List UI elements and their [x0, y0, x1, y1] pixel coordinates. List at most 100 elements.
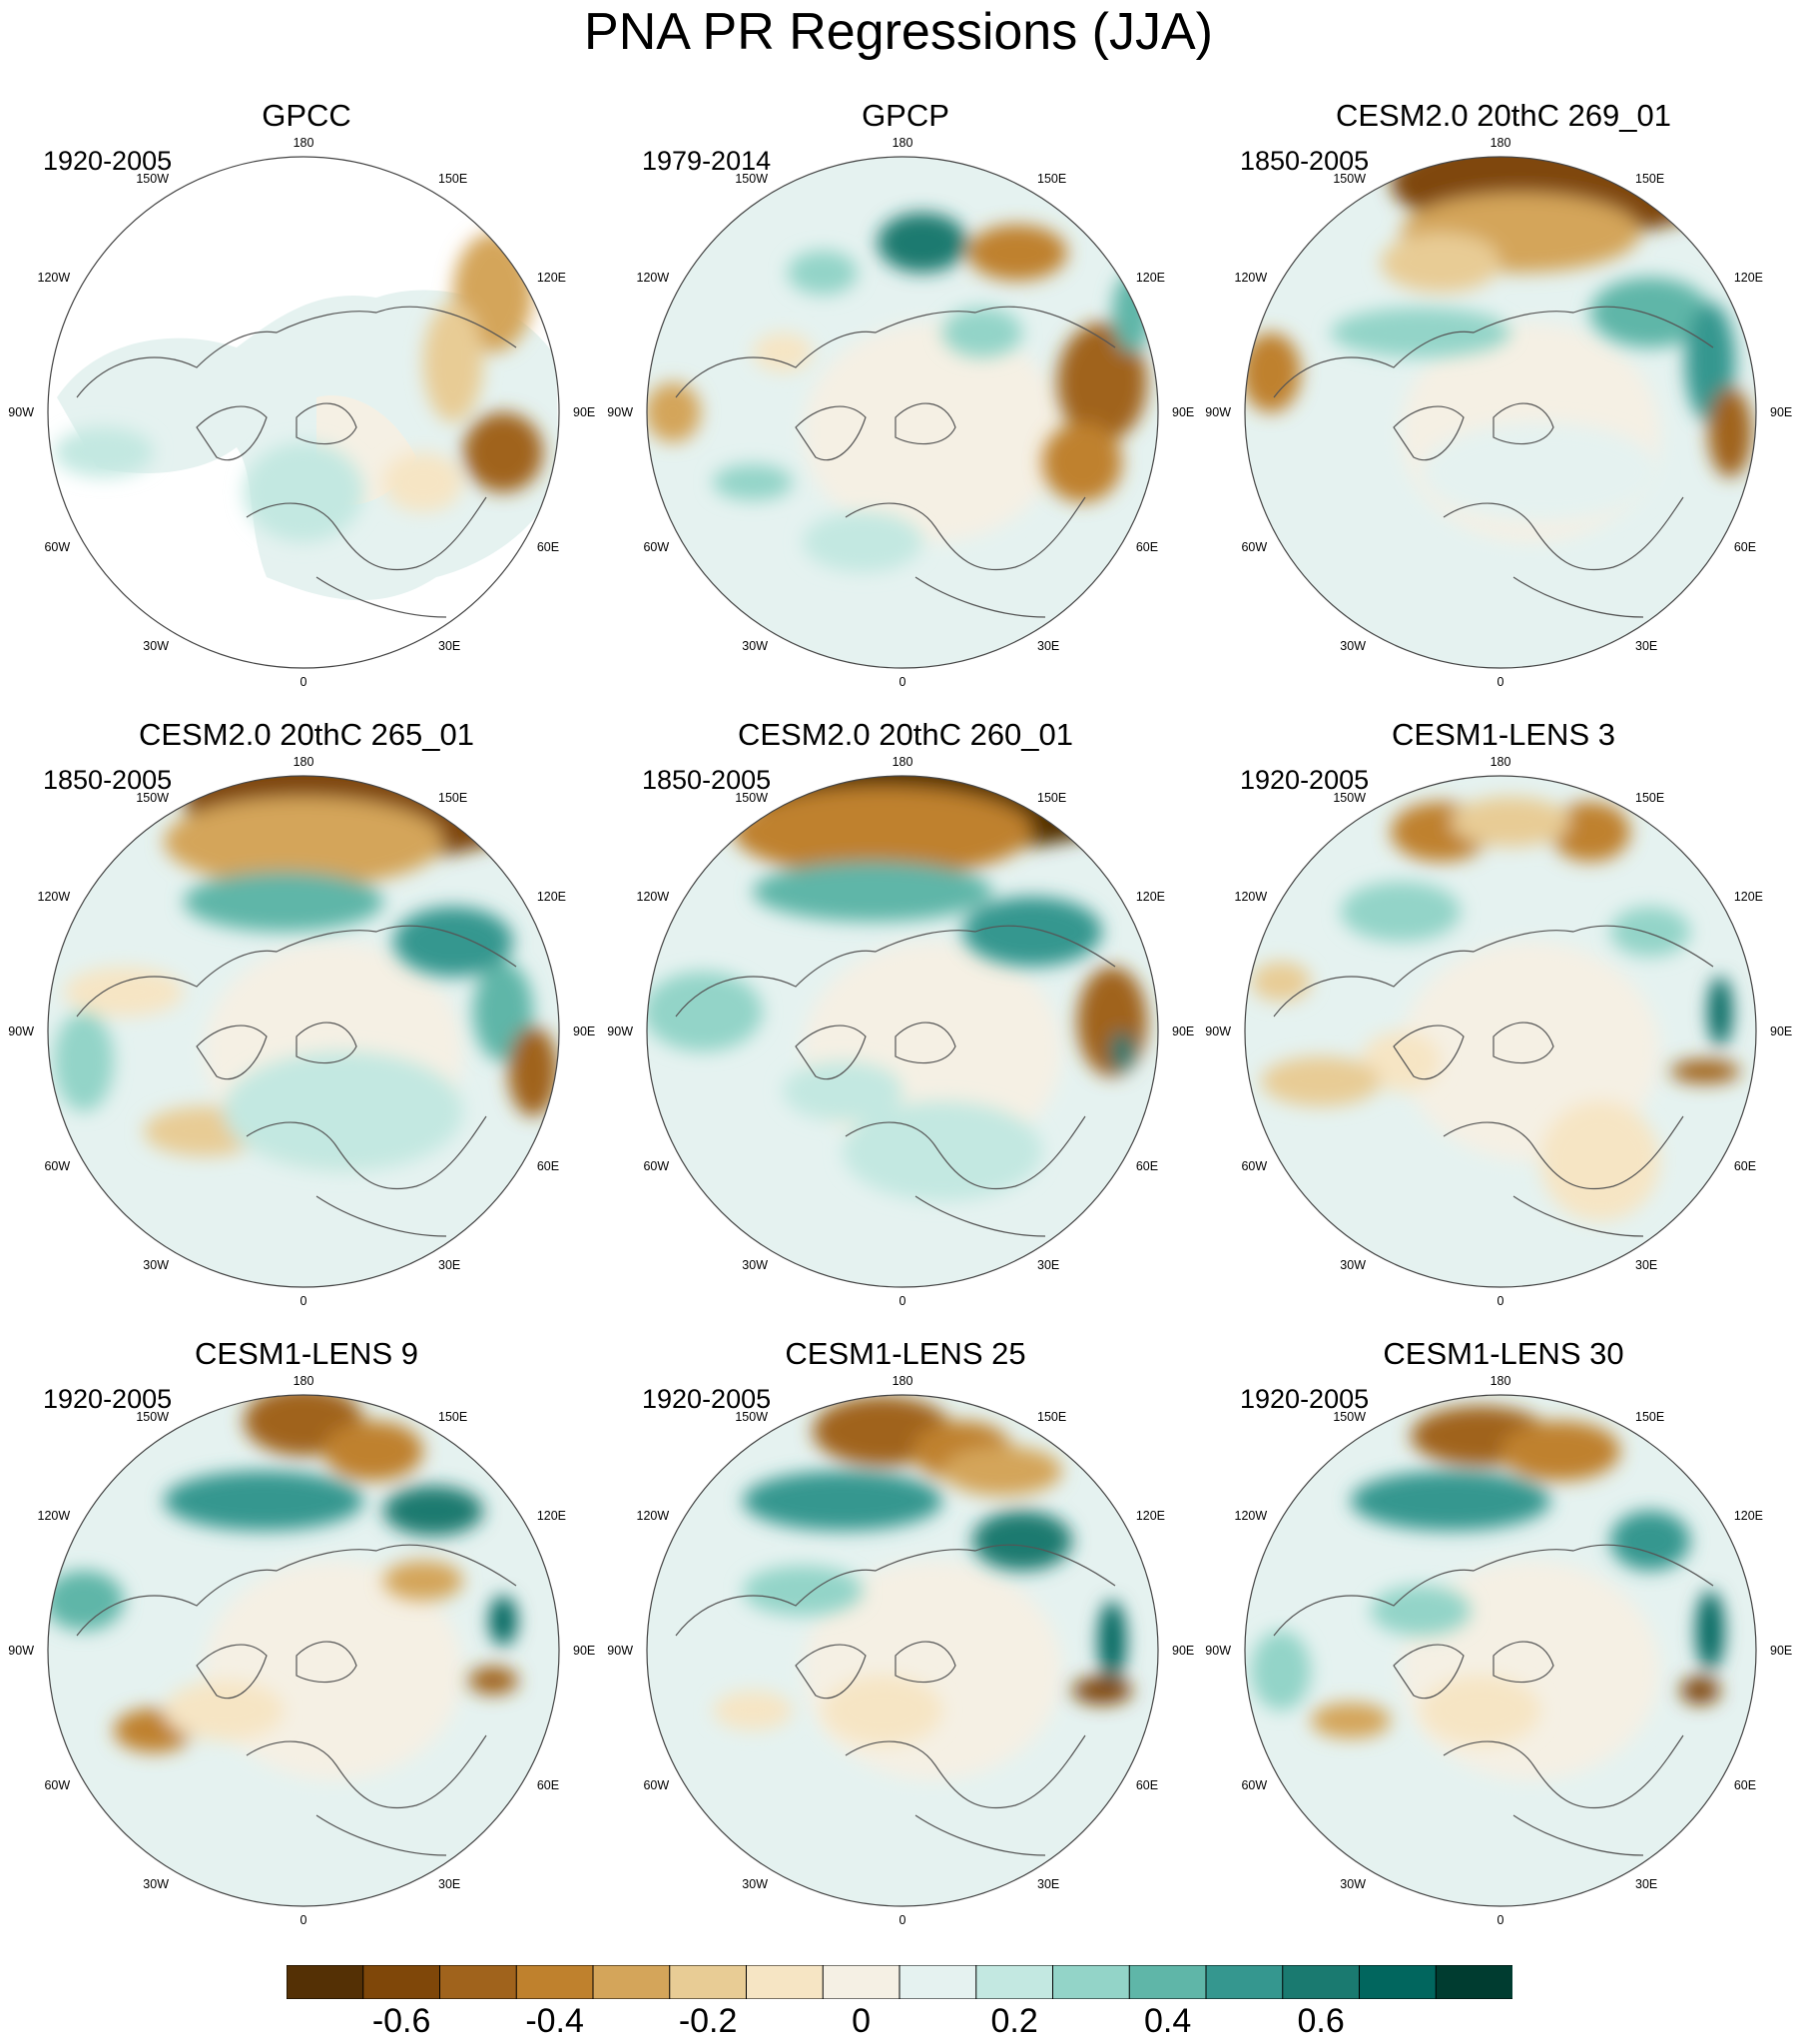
longitude-label: 180	[294, 1374, 314, 1388]
longitude-label: 60W	[1241, 540, 1267, 554]
longitude-label: 90E	[1172, 405, 1194, 419]
longitude-label: 30E	[1635, 1258, 1657, 1272]
longitude-label: 30E	[438, 1877, 460, 1891]
anomaly-region	[1381, 233, 1500, 293]
longitude-label: 120E	[1136, 271, 1165, 285]
map-boundary	[47, 156, 560, 669]
anomaly-region	[1245, 333, 1301, 412]
anomaly-region	[383, 1486, 483, 1536]
longitude-label: 90E	[573, 1024, 595, 1038]
polar-map: 180 150E 120E 90E 60E 30E 0 30W 60W 90W 120W 150W	[8, 755, 595, 1308]
anomaly-field	[54, 776, 558, 1171]
longitude-label: 150W	[1333, 172, 1366, 186]
longitude-label: 120E	[537, 890, 566, 904]
longitude-label: 60W	[1241, 1778, 1267, 1792]
longitude-label: 180	[294, 136, 314, 150]
colorbar-swatch	[1128, 1965, 1207, 1999]
longitude-label: 60E	[537, 540, 559, 554]
longitude-label: 30W	[143, 639, 169, 653]
map-boundary	[646, 156, 1159, 669]
coastlines	[675, 1544, 1116, 1856]
longitude-label: 90W	[1205, 1644, 1231, 1658]
polar-map: 180 150E 120E 90E 60E 30E 0 30W 60W 90W 120W 150W	[1205, 136, 1792, 689]
colorbar-swatch	[439, 1965, 518, 1999]
longitude-label: 150W	[1333, 1410, 1366, 1424]
anomaly-field	[647, 776, 1152, 1201]
coastlines	[675, 306, 1116, 618]
panel-year-range: 1850-2005	[43, 765, 173, 795]
panel-title: CESM2.0 20thC 260_01	[737, 717, 1074, 752]
panel-year-range: 1920-2005	[43, 1384, 173, 1414]
longitude-label: 30W	[742, 639, 768, 653]
anomaly-region	[803, 512, 922, 572]
colorbar-swatch	[1282, 1965, 1361, 1999]
longitude-label: 150W	[1333, 791, 1366, 805]
map-panel: GPCC 1920-2005 180 150E 120E 90E 60E 30E 0 30W 60W…	[8, 98, 596, 697]
polar-map: 180 150E 120E 90E 60E 30E 0 30W 60W 90W 120W 150W	[8, 1374, 595, 1927]
anomaly-region	[508, 1026, 558, 1116]
anomaly-region	[1540, 1101, 1660, 1221]
anomaly-region	[383, 452, 463, 512]
anomaly-region	[942, 1446, 1062, 1496]
panel-year-range: 1920-2005	[1240, 1384, 1370, 1414]
colorbar-labels: -0.6 -0.4 -0.2 0 0.2 0.4 0.6	[0, 2001, 1797, 2041]
colorbar-swatch	[515, 1965, 594, 1999]
polar-map: 180 150E 120E 90E 60E 30E 0 30W 60W 90W 120W 150W	[8, 136, 595, 689]
anomaly-region	[1708, 977, 1732, 1046]
longitude-label: 0	[899, 1913, 906, 1927]
polar-map: 180 150E 120E 90E 60E 30E 0 30W 60W 90W 120W 150W	[1205, 1374, 1792, 1927]
anomaly-region	[468, 1667, 518, 1695]
map-boundary	[1244, 775, 1757, 1288]
longitude-label: 60E	[537, 1778, 559, 1792]
colorbar-tick-label: 0.6	[1297, 2002, 1345, 2040]
longitude-label: 180	[1491, 1374, 1511, 1388]
longitude-label: 0	[1498, 675, 1504, 689]
longitude-label: 90E	[1770, 1644, 1792, 1658]
longitude-label: 150W	[136, 791, 169, 805]
longitude-label: 120W	[637, 890, 670, 904]
longitude-label: 0	[300, 1913, 307, 1927]
longitude-label: 0	[899, 1294, 906, 1308]
longitude-label: 30W	[742, 1877, 768, 1891]
longitude-label: 90E	[1770, 1024, 1792, 1038]
colorbar-swatch	[746, 1965, 825, 1999]
map-panel: CESM1-LENS 9 1920-2005 180 150E 120E 90E 60E 30…	[8, 1336, 596, 1935]
longitude-label: 120E	[537, 1509, 566, 1523]
panel-year-range: 1920-2005	[43, 146, 173, 176]
longitude-label: 0	[300, 675, 307, 689]
longitude-label: 150E	[438, 172, 467, 186]
longitude-label: 120W	[1235, 271, 1268, 285]
polar-map: 180 150E 120E 90E 60E 30E 0 30W 60W 90W 120W 150W	[607, 755, 1194, 1308]
colorbar-swatch	[362, 1965, 441, 1999]
panel-title: GPCC	[262, 98, 351, 133]
panel-title: CESM1-LENS 9	[195, 1336, 418, 1371]
panel-year-range: 1920-2005	[642, 1384, 772, 1414]
longitude-label: 30E	[1037, 1877, 1059, 1891]
anomaly-region	[1351, 1471, 1550, 1531]
anomaly-region	[244, 442, 363, 542]
anomaly-region	[967, 225, 1067, 281]
longitude-label: 150E	[1037, 791, 1066, 805]
longitude-label: 150W	[735, 1410, 768, 1424]
coastlines	[675, 925, 1116, 1237]
panel-year-range: 1979-2014	[642, 146, 772, 176]
longitude-label: 90E	[573, 405, 595, 419]
longitude-label: 60E	[1136, 540, 1158, 554]
longitude-label: 0	[899, 675, 906, 689]
longitude-label: 120E	[1136, 1509, 1165, 1523]
longitude-label: 60E	[1734, 1778, 1756, 1792]
anomaly-region	[423, 303, 483, 422]
anomaly-region	[1072, 1677, 1132, 1704]
anomaly-region	[713, 1691, 793, 1730]
colorbar-tick-label: 0.4	[1143, 2002, 1192, 2040]
anomaly-region	[1361, 1031, 1441, 1091]
longitude-label: 0	[1498, 1913, 1504, 1927]
longitude-label: 0	[300, 1294, 307, 1308]
longitude-label: 90E	[573, 1644, 595, 1658]
map-boundary	[47, 1394, 560, 1907]
map-boundary	[47, 775, 560, 1288]
longitude-label: 90W	[1205, 405, 1231, 419]
anomaly-region	[1098, 1601, 1126, 1681]
longitude-label: 120E	[1136, 890, 1165, 904]
anomaly-region	[164, 797, 443, 887]
